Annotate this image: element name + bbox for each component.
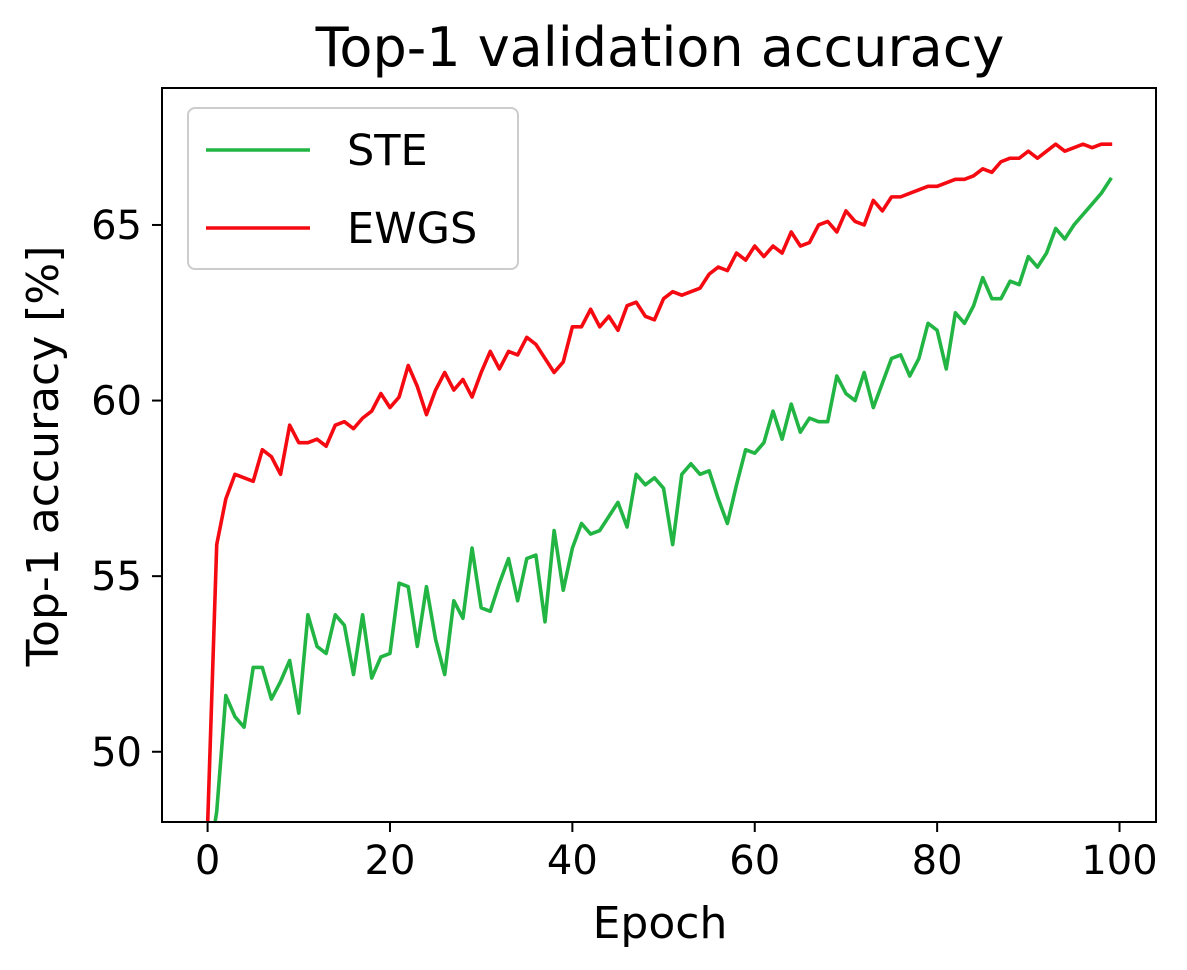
y-tick-label: 60 — [91, 379, 142, 425]
x-tick-label: 100 — [1081, 838, 1157, 884]
y-tick-label: 55 — [91, 554, 142, 600]
y-axis-title: Top-1 accuracy [%] — [18, 246, 69, 668]
series-line-ste — [213, 176, 1113, 822]
x-axis-title: Epoch — [593, 898, 728, 949]
x-tick-label: 0 — [195, 838, 220, 884]
x-tick-label: 60 — [729, 838, 780, 884]
x-tick-label: 80 — [912, 838, 963, 884]
axes-layer: 0 20 40 60 80 100 50 55 60 65 — [91, 87, 1158, 884]
legend: STE EWGS — [187, 107, 519, 270]
plot-frame — [161, 87, 1157, 823]
y-tick-label: 50 — [91, 730, 142, 776]
series-line-ewgs — [205, 142, 1113, 822]
x-tick-label: 40 — [547, 838, 598, 884]
y-tick-label: 65 — [91, 203, 142, 249]
legend-label-ewgs: EWGS — [347, 204, 477, 254]
x-tick-label: 20 — [365, 838, 416, 884]
legend-label-ste: STE — [347, 126, 428, 176]
chart-title: Top-1 validation accuracy — [315, 16, 1005, 79]
series-layer — [205, 142, 1113, 822]
